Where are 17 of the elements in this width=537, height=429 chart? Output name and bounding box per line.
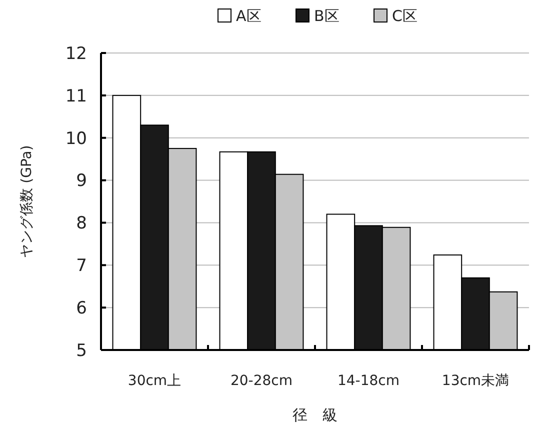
legend-label: A区 xyxy=(236,7,262,25)
y-tick-label: 12 xyxy=(65,44,87,64)
y-tick-label: 8 xyxy=(76,214,87,234)
y-tick-label: 5 xyxy=(76,340,87,361)
y-axis-title: ヤング係数 (GPa) xyxy=(19,145,35,258)
x-axis-title: 径 級 xyxy=(292,406,338,424)
legend-label: C区 xyxy=(392,7,418,25)
y-tick-label: 11 xyxy=(65,86,87,106)
y-tick-label: 7 xyxy=(76,256,87,276)
x-tick-label: 13cm未満 xyxy=(442,373,510,389)
x-tick-label: 20-28cm xyxy=(230,373,293,389)
x-tick-label: 30cm上 xyxy=(128,373,182,389)
x-tick-label: 14-18cm xyxy=(337,373,400,389)
y-tick-label: 9 xyxy=(76,171,87,192)
y-tick-label: 10 xyxy=(65,128,87,149)
y-tick-label: 6 xyxy=(76,298,87,319)
legend-label: B区 xyxy=(314,7,340,25)
